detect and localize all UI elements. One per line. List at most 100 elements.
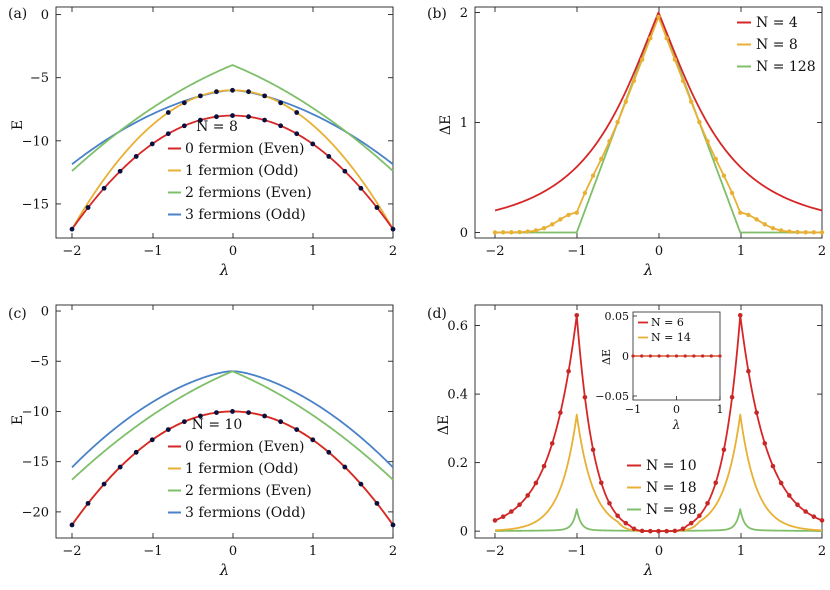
x-tick-label: 0 [229, 544, 237, 559]
data-point [639, 57, 645, 62]
data-point [566, 368, 571, 374]
data-point [713, 480, 719, 486]
data-point [550, 222, 555, 227]
legend-entry: N = 8 [756, 37, 798, 53]
data-point [666, 354, 670, 358]
data-point [574, 210, 579, 215]
data-point [762, 222, 767, 227]
data-point [294, 131, 300, 137]
data-point [278, 100, 284, 106]
y-tick-label: −10 [22, 405, 49, 420]
data-point [149, 141, 155, 147]
panel-d: −2 −1 0 1 2 0 0.2 0.4 0.6 λ ΔE (d) N = 10 N = 18 N = 9… [427, 304, 826, 579]
y-tick-label: 0 [460, 525, 468, 540]
data-point [246, 410, 251, 415]
legend-entry: N = 98 [646, 502, 697, 518]
data-point [133, 154, 139, 159]
data-point [672, 57, 678, 62]
data-point [680, 78, 686, 83]
data-point [754, 217, 759, 222]
legend-entry: 1 fermion (Odd) [185, 461, 299, 477]
data-point [819, 518, 825, 523]
data-point [198, 93, 203, 99]
data-point [640, 354, 644, 358]
data-point [509, 509, 514, 514]
data-point [230, 113, 235, 118]
data-point [674, 354, 679, 358]
data-point [326, 154, 332, 159]
data-point [664, 528, 669, 534]
data-point [631, 354, 635, 358]
panel-label: (d) [427, 306, 447, 322]
data-point [69, 226, 75, 232]
data-point [509, 230, 514, 235]
plot-frame [55, 304, 394, 539]
x-tick-label: −2 [485, 244, 504, 259]
data-point [566, 212, 571, 218]
data-point [738, 210, 743, 215]
x-tick-label: −1 [567, 244, 586, 259]
data-point [558, 217, 563, 222]
data-point [746, 212, 751, 218]
data-point [326, 449, 332, 455]
inset-x-tick-label: 0 [673, 403, 680, 416]
y-tick-label: 0 [41, 305, 49, 320]
inset-y-tick-label: −0.05 [595, 390, 629, 403]
data-point [181, 123, 187, 129]
data-point [803, 509, 808, 514]
data-point [374, 500, 380, 506]
data-point [648, 354, 653, 358]
x-tick-label: 1 [309, 544, 317, 559]
data-point [165, 110, 171, 115]
x-axis-label: λ [643, 261, 654, 279]
inset-x-tick-label: 1 [717, 403, 724, 416]
legend-title: N = 10 [192, 417, 243, 433]
data-point [729, 190, 735, 196]
y-tick-label: 0.4 [447, 388, 468, 403]
data-point [623, 520, 629, 526]
inset-legend-entry: N = 14 [651, 331, 691, 344]
data-point [770, 225, 776, 231]
data-point [500, 514, 506, 519]
data-point [294, 427, 300, 433]
x-tick-label: 0 [655, 244, 663, 259]
y-tick-label: −10 [22, 134, 49, 149]
panel-b: −2 −1 0 1 2 0 1 2 λ ΔE (b) N = 4 N = 8 N = 128 [427, 6, 826, 279]
data-point [525, 493, 530, 498]
y-tick-label: 0 [460, 226, 468, 241]
data-point [672, 528, 678, 534]
y-axis-label: E [10, 415, 26, 425]
x-tick-label: 0 [655, 544, 663, 559]
data-point [697, 513, 702, 519]
data-point [713, 156, 718, 162]
data-point [214, 89, 219, 95]
y-tick-label: −15 [22, 197, 49, 212]
data-point [590, 173, 596, 178]
data-point [574, 312, 580, 318]
x-axis-label: λ [643, 561, 654, 579]
panel-label: (c) [8, 306, 27, 322]
data-point [623, 99, 628, 104]
data-point [492, 518, 498, 523]
data-point [631, 78, 637, 83]
data-point [278, 123, 284, 129]
data-point [737, 312, 743, 318]
plot-frame [55, 6, 394, 239]
y-tick-label: −20 [22, 505, 49, 520]
data-point [778, 480, 784, 486]
y-axis-label: E [10, 120, 26, 130]
inset-y-axis-label: ΔE [600, 349, 613, 365]
plot-frame [474, 304, 823, 539]
data-point [607, 139, 612, 144]
y-axis-label: ΔE [436, 415, 452, 435]
x-tick-label: 2 [389, 544, 397, 559]
data-point [517, 502, 522, 508]
data-point [525, 229, 530, 234]
data-point [787, 229, 792, 234]
y-tick-label: −15 [22, 455, 49, 470]
data-point [705, 139, 710, 144]
data-point [692, 354, 696, 358]
